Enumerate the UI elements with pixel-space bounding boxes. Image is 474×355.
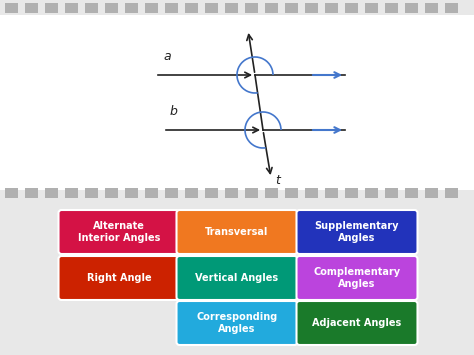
FancyBboxPatch shape: [265, 188, 278, 198]
FancyBboxPatch shape: [325, 188, 338, 198]
FancyBboxPatch shape: [165, 3, 178, 13]
FancyBboxPatch shape: [58, 210, 180, 254]
Text: Adjacent Angles: Adjacent Angles: [312, 318, 401, 328]
FancyBboxPatch shape: [425, 3, 438, 13]
Text: Supplementary
Angles: Supplementary Angles: [315, 221, 399, 243]
FancyBboxPatch shape: [345, 3, 358, 13]
Text: Transversal: Transversal: [205, 227, 269, 237]
FancyBboxPatch shape: [365, 188, 378, 198]
FancyBboxPatch shape: [285, 188, 298, 198]
FancyBboxPatch shape: [205, 188, 218, 198]
FancyBboxPatch shape: [176, 256, 298, 300]
FancyBboxPatch shape: [145, 188, 158, 198]
FancyBboxPatch shape: [125, 3, 138, 13]
Text: Complementary
Angles: Complementary Angles: [313, 267, 401, 289]
FancyBboxPatch shape: [297, 210, 418, 254]
Text: Alternate
Interior Angles: Alternate Interior Angles: [78, 221, 160, 243]
FancyBboxPatch shape: [305, 188, 318, 198]
FancyBboxPatch shape: [45, 3, 58, 13]
Text: t: t: [275, 174, 280, 187]
FancyBboxPatch shape: [205, 3, 218, 13]
FancyBboxPatch shape: [385, 3, 398, 13]
FancyBboxPatch shape: [305, 3, 318, 13]
FancyBboxPatch shape: [25, 3, 38, 13]
FancyBboxPatch shape: [345, 188, 358, 198]
FancyBboxPatch shape: [58, 256, 180, 300]
FancyBboxPatch shape: [405, 188, 418, 198]
FancyBboxPatch shape: [365, 3, 378, 13]
Text: b: b: [170, 105, 178, 118]
FancyBboxPatch shape: [425, 188, 438, 198]
FancyBboxPatch shape: [105, 188, 118, 198]
FancyBboxPatch shape: [65, 3, 78, 13]
FancyBboxPatch shape: [125, 188, 138, 198]
FancyBboxPatch shape: [5, 188, 18, 198]
FancyBboxPatch shape: [25, 188, 38, 198]
Text: Vertical Angles: Vertical Angles: [195, 273, 279, 283]
FancyBboxPatch shape: [105, 3, 118, 13]
FancyBboxPatch shape: [225, 3, 238, 13]
FancyBboxPatch shape: [145, 3, 158, 13]
FancyBboxPatch shape: [385, 188, 398, 198]
FancyBboxPatch shape: [65, 188, 78, 198]
FancyBboxPatch shape: [297, 256, 418, 300]
FancyBboxPatch shape: [405, 3, 418, 13]
FancyBboxPatch shape: [176, 301, 298, 345]
Text: Corresponding
Angles: Corresponding Angles: [196, 312, 278, 334]
FancyBboxPatch shape: [245, 188, 258, 198]
FancyBboxPatch shape: [0, 15, 474, 190]
FancyBboxPatch shape: [285, 3, 298, 13]
FancyBboxPatch shape: [225, 188, 238, 198]
FancyBboxPatch shape: [165, 188, 178, 198]
FancyBboxPatch shape: [445, 188, 458, 198]
FancyBboxPatch shape: [445, 3, 458, 13]
Text: Right Angle: Right Angle: [87, 273, 151, 283]
FancyBboxPatch shape: [85, 3, 98, 13]
FancyBboxPatch shape: [185, 188, 198, 198]
FancyBboxPatch shape: [297, 301, 418, 345]
FancyBboxPatch shape: [265, 3, 278, 13]
FancyBboxPatch shape: [245, 3, 258, 13]
FancyBboxPatch shape: [45, 188, 58, 198]
FancyBboxPatch shape: [5, 3, 18, 13]
FancyBboxPatch shape: [325, 3, 338, 13]
FancyBboxPatch shape: [176, 210, 298, 254]
Text: a: a: [163, 50, 171, 63]
FancyBboxPatch shape: [85, 188, 98, 198]
FancyBboxPatch shape: [185, 3, 198, 13]
